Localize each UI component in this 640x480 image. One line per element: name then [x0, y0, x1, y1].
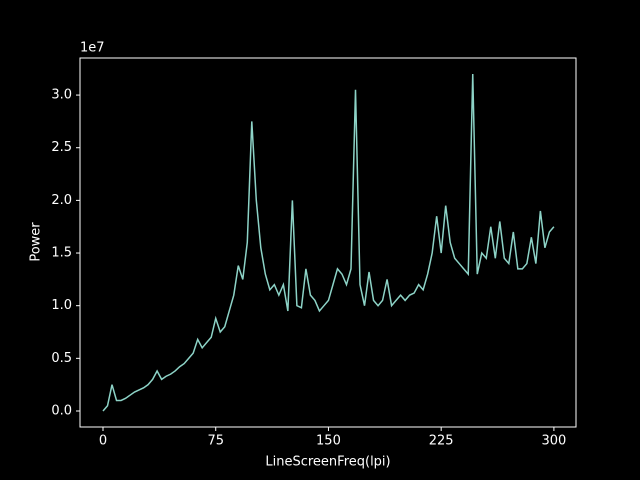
y-tick-label: 3.0: [51, 88, 72, 103]
data-line: [102, 73, 555, 412]
y-tick-label: 2.5: [51, 140, 72, 155]
y-tick-label: 0.0: [51, 403, 72, 418]
y-tick-label: 1.0: [51, 298, 72, 313]
x-axis-label: LineScreenFreq(lpi): [265, 455, 390, 470]
y-tick-label: 0.5: [51, 351, 72, 366]
axes-frame: [79, 57, 577, 428]
y-offset-label: 1e7: [80, 41, 105, 56]
x-tick-label: 150: [316, 434, 341, 449]
y-tick-label: 1.5: [51, 246, 72, 261]
x-tick-label: 75: [207, 434, 224, 449]
x-tick-label: 0: [99, 434, 107, 449]
y-tick-label: 2.0: [51, 193, 72, 208]
x-tick-label: 300: [541, 434, 566, 449]
y-axis-label: Power: [29, 222, 44, 262]
x-tick-label: 225: [429, 434, 454, 449]
